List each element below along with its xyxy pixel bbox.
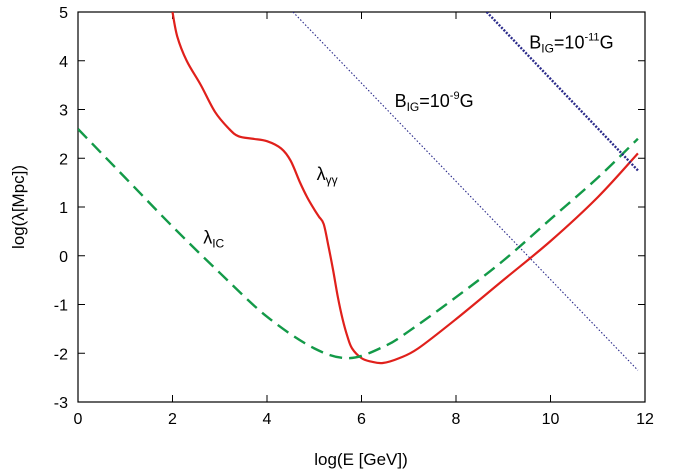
annotation-lic: λIC xyxy=(203,228,224,251)
y-tick-label: -1 xyxy=(54,298,68,315)
y-tick-label: 4 xyxy=(59,54,68,71)
series-line-0 xyxy=(171,12,639,365)
annotation-part: -11 xyxy=(584,32,599,44)
x-tick-label: 10 xyxy=(542,411,560,428)
y-tick-label: -3 xyxy=(54,395,68,412)
annotation-part: G xyxy=(600,33,614,53)
annotation-part: IG xyxy=(541,42,554,56)
series-line-2 xyxy=(292,12,639,371)
x-tick-label: 12 xyxy=(636,411,654,428)
y-tick-label: 5 xyxy=(59,5,68,22)
y-axis-label: log(λ[Mpc]) xyxy=(9,165,28,249)
x-tick-label: 2 xyxy=(168,411,177,428)
annotation-part: IC xyxy=(212,237,224,251)
series-line-3 xyxy=(485,12,639,172)
x-tick-label: 8 xyxy=(452,411,461,428)
annotation-b11: BIG=10-11G xyxy=(529,32,613,56)
annotation-part: B xyxy=(395,91,407,111)
y-tick-label: 2 xyxy=(59,151,68,168)
y-tick-label: 1 xyxy=(59,200,68,217)
curves xyxy=(78,12,639,371)
annotation-part: =10 xyxy=(554,33,585,53)
annotation-part: γγ xyxy=(326,173,338,187)
x-tick-label: 0 xyxy=(74,411,83,428)
annotation-part: λ xyxy=(317,164,326,184)
y-tick-label: 3 xyxy=(59,103,68,120)
x-tick-label: 4 xyxy=(263,411,272,428)
annotation-part: B xyxy=(529,33,541,53)
series-line-1 xyxy=(78,128,639,360)
y-tick-label: 0 xyxy=(59,249,68,266)
x-tick-label: 6 xyxy=(357,411,366,428)
annotation-b9: BIG=10-9G xyxy=(395,90,474,114)
plot-frame xyxy=(77,11,646,403)
annotation-part: λ xyxy=(203,228,212,248)
annotation-part: -9 xyxy=(450,90,460,102)
annotation-part: G xyxy=(460,91,474,111)
annotation-part: IG xyxy=(407,100,420,114)
annotation-lgg: λγγ xyxy=(317,164,338,187)
x-axis-label: log(E [GeV]) xyxy=(314,450,408,469)
annotation-part: =10 xyxy=(419,91,450,111)
y-tick-label: -2 xyxy=(54,346,68,363)
